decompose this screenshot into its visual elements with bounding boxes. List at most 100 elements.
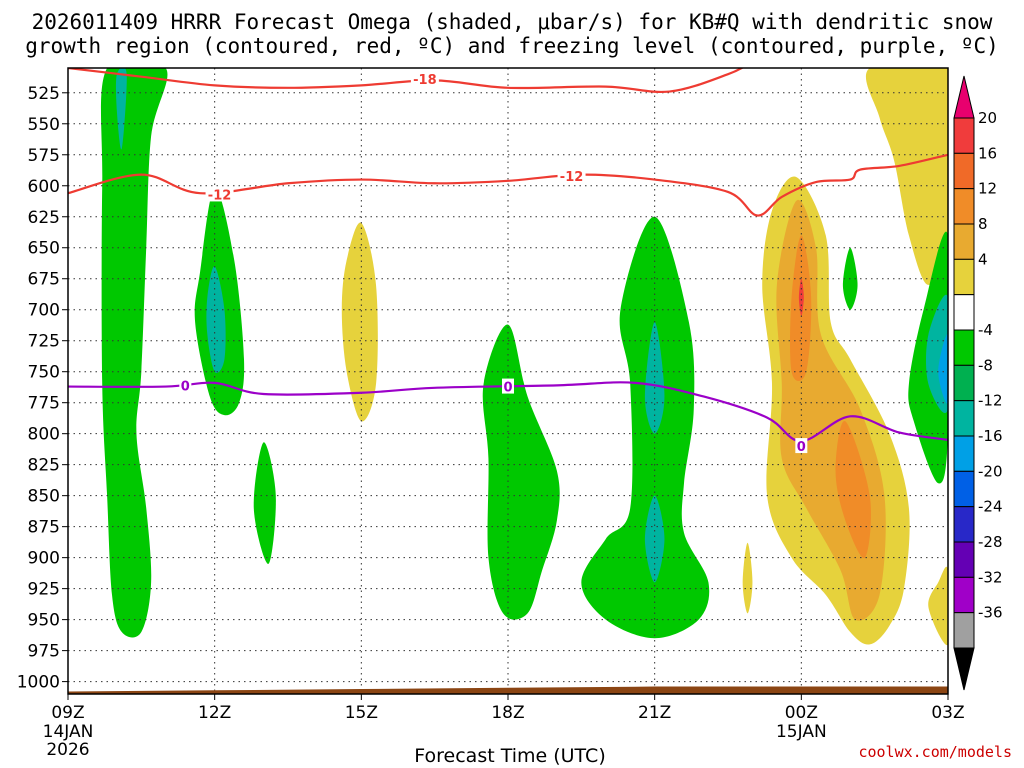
colorbar-label-2: 12: [978, 180, 997, 198]
x-tick-sublabel-09Z-0: 14JAN: [43, 722, 94, 742]
colorbar-swatch-12: [953, 541, 975, 578]
y-tick-label-950: 950: [28, 611, 60, 631]
colorbar-swatch-14: [953, 612, 975, 649]
omega-region-negative-9: [644, 495, 665, 583]
y-tick-label-550: 550: [28, 115, 60, 135]
colorbar-swatch-3: [953, 223, 975, 260]
y-tick-label-750: 750: [28, 363, 60, 383]
x-tick-label-15Z: 15Z: [345, 703, 378, 723]
omega-region-positive-15: [865, 68, 948, 285]
colorbar-label-8: -16: [978, 427, 1003, 445]
x-tick-sublabel-09Z-1: 2026: [46, 740, 89, 760]
y-tick-label-850: 850: [28, 487, 60, 507]
y-tick-label-775: 775: [28, 394, 60, 414]
y-tick-label-725: 725: [28, 332, 60, 352]
y-axis-ticks: 525 550 575 600 625 650 675 700 725 750 775 800 825 8…: [17, 84, 68, 693]
omega-region-negative-18: [938, 334, 948, 404]
omega-region-negative-6: [482, 324, 560, 620]
y-tick-label-875: 875: [28, 518, 60, 538]
colorbar-swatch-13: [953, 576, 975, 614]
colorbar-swatch-11: [953, 506, 975, 543]
colorbar-swatch-7: [953, 364, 975, 402]
colorbar-bottom-arrow: [953, 647, 975, 691]
y-tick-label-975: 975: [28, 642, 60, 662]
isotherm--12c-line: [68, 153, 948, 217]
colorbar-swatch-6: [953, 329, 975, 366]
colorbar-label-12: -32: [978, 568, 1003, 586]
contour-label-3: 0: [181, 379, 190, 394]
omega-region-positive-14: [798, 278, 804, 316]
x-tick-label-00Z: 00Z: [785, 703, 818, 723]
x-tick-label-18Z: 18Z: [491, 703, 524, 723]
x-tick-sublabel-00Z-0: 15JAN: [776, 722, 827, 742]
colorbar-label-7: -12: [978, 392, 1003, 410]
colorbar-swatch-1: [953, 152, 975, 190]
chart-title-line-2: growth region (contoured, red, ºC) and f…: [25, 34, 999, 58]
y-tick-label-675: 675: [28, 270, 60, 290]
colorbar-label-13: -36: [978, 604, 1003, 622]
y-tick-label-575: 575: [28, 146, 60, 166]
omega-region-positive-13: [835, 420, 871, 559]
contour-label-4: 0: [503, 381, 512, 396]
y-tick-label-700: 700: [28, 301, 60, 321]
y-tick-label-1000: 1000: [17, 673, 60, 693]
y-tick-label-925: 925: [28, 580, 60, 600]
colorbar-swatch-10: [953, 470, 975, 508]
contour-label-0: -18: [413, 73, 437, 88]
x-tick-label-09Z: 09Z: [51, 703, 84, 723]
colorbar-label-4: 4: [978, 250, 988, 268]
omega-region-negative-7: [581, 216, 710, 639]
y-tick-label-800: 800: [28, 425, 60, 445]
x-tick-label-12Z: 12Z: [198, 703, 231, 723]
y-tick-label-600: 600: [28, 177, 60, 197]
omega-region-negative-4: [253, 442, 276, 564]
omega-region-negative-3: [206, 266, 226, 373]
colorbar-label-6: -8: [978, 356, 993, 374]
contour-label-5: 0: [797, 440, 806, 455]
terrain-fill: [68, 686, 948, 694]
colorbar-label-9: -20: [978, 462, 1003, 480]
colorbar-swatch-4: [953, 258, 975, 296]
colorbar-label-3: 8: [978, 215, 988, 233]
colorbar-swatch-0: [953, 117, 975, 154]
contour-label-bg-4: [502, 378, 514, 394]
colorbar-label-10: -24: [978, 498, 1003, 516]
y-tick-label-900: 900: [28, 549, 60, 569]
contour-label-2: -12: [560, 170, 584, 185]
terrain-layer: [68, 686, 948, 694]
omega-region-negative-8: [644, 322, 665, 434]
omega-region-positive-5: [341, 222, 378, 422]
colorbar-swatch-9: [953, 435, 975, 472]
omega-colorbar: 20 16 12 8 4 -4 -8 -12 -16 -20 -24 -28 -32 -36: [953, 75, 1003, 691]
credit-text: coolwx.com/models: [858, 743, 1012, 761]
y-tick-label-625: 625: [28, 208, 60, 228]
omega-region-negative-1: [115, 68, 127, 150]
x-tick-label-03Z: 03Z: [931, 703, 964, 723]
x-axis-title: Forecast Time (UTC): [414, 745, 605, 767]
contour-label-bg-0: [410, 71, 439, 87]
colorbar-label-11: -28: [978, 533, 1003, 551]
omega-region-positive-21: [742, 542, 753, 614]
colorbar-top-arrow: [953, 75, 975, 119]
plot-area: -18 -12 -12 0 0 0: [67, 67, 949, 695]
y-tick-label-525: 525: [28, 84, 60, 104]
y-tick-label-825: 825: [28, 456, 60, 476]
colorbar-swatch-5: [953, 294, 975, 331]
contour-label-bg-5: [795, 438, 808, 454]
y-tick-label-650: 650: [28, 239, 60, 259]
chart-title-line-1: 2026011409 HRRR Forecast Omega (shaded, …: [32, 10, 993, 34]
contour-label-bg-2: [557, 167, 586, 183]
omega-region-negative-0: [100, 68, 168, 638]
contour-label-bg-1: [205, 186, 234, 202]
isotherm-0c-line: [68, 381, 948, 443]
colorbar-swatch-2: [953, 188, 975, 225]
omega-shading-layer: [100, 68, 948, 646]
colorbar-label-5: -4: [978, 321, 993, 339]
contour-label-1: -12: [208, 188, 232, 203]
x-tick-label-21Z: 21Z: [638, 703, 671, 723]
colorbar-swatch-8: [953, 400, 975, 437]
contour-label-bg-3: [179, 377, 192, 393]
contour-labels: -18 -12 -12 0 0 0: [179, 71, 808, 455]
